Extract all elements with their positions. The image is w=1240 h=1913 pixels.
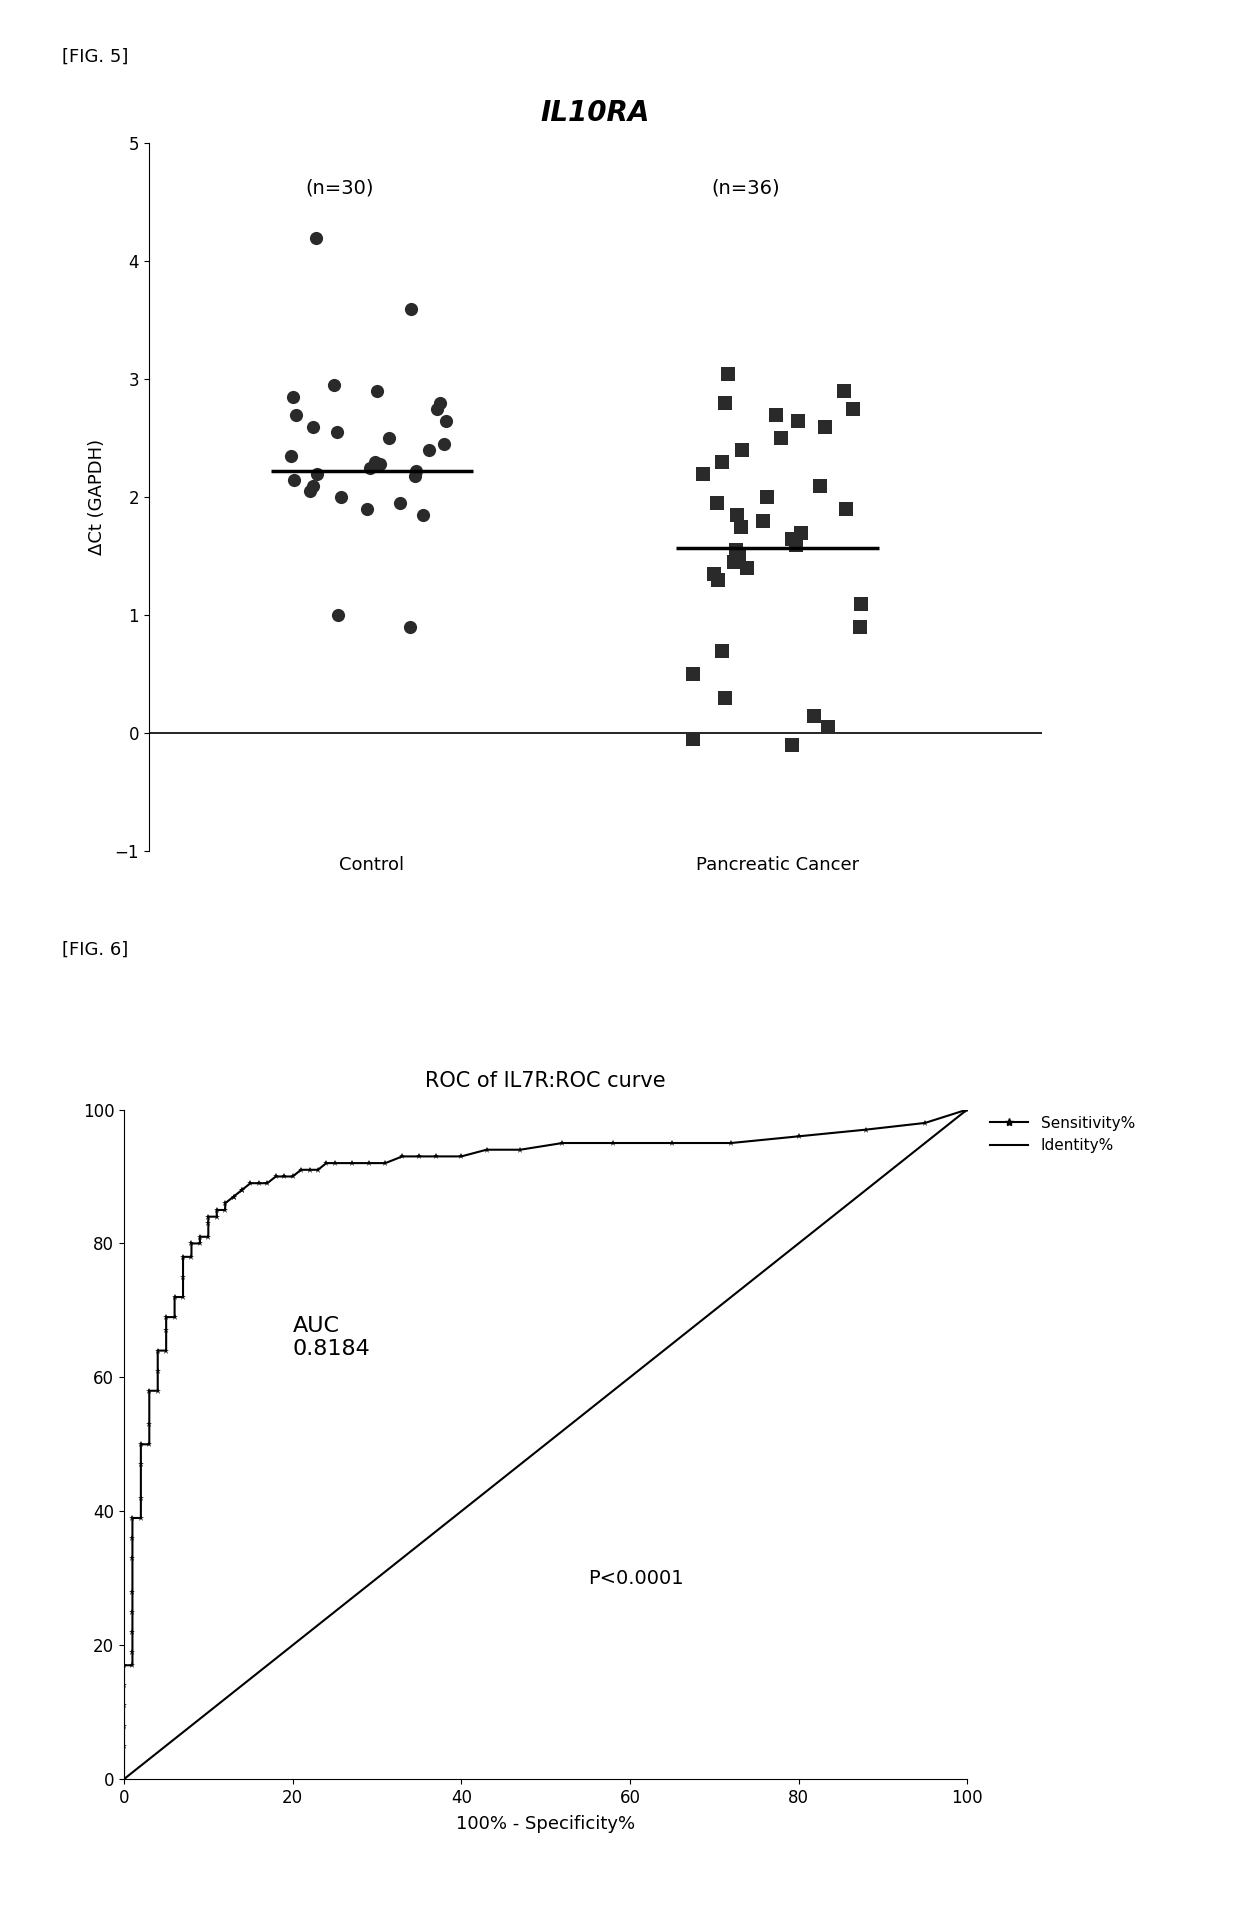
Point xyxy=(303,471,322,501)
Point xyxy=(357,494,377,524)
Point xyxy=(401,612,420,643)
Point xyxy=(331,482,351,513)
Point xyxy=(712,635,732,666)
Point xyxy=(419,434,439,465)
Point xyxy=(835,375,854,407)
Y-axis label: ΔCt (GAPDH): ΔCt (GAPDH) xyxy=(88,440,107,555)
Point xyxy=(732,434,751,465)
Point xyxy=(327,601,347,631)
Point xyxy=(286,400,306,430)
Point xyxy=(816,411,836,442)
Point xyxy=(281,440,301,471)
Point xyxy=(683,658,703,691)
Sensitivity% xyxy=(319,1152,334,1175)
Point xyxy=(360,453,379,484)
Text: AUC
0.8184: AUC 0.8184 xyxy=(293,1316,371,1358)
Sensitivity% xyxy=(345,1152,360,1175)
Point xyxy=(836,494,856,524)
Point xyxy=(427,394,446,425)
Point xyxy=(781,729,801,759)
Point xyxy=(284,465,304,495)
Point xyxy=(405,455,425,486)
Point xyxy=(371,450,391,480)
Point xyxy=(782,524,802,555)
Text: P<0.0001: P<0.0001 xyxy=(588,1569,683,1588)
Point xyxy=(683,723,703,754)
Point xyxy=(379,423,399,453)
Point xyxy=(401,293,420,323)
Text: [FIG. 5]: [FIG. 5] xyxy=(62,48,129,65)
Point xyxy=(732,511,751,541)
Point xyxy=(306,222,326,253)
Point xyxy=(704,559,724,589)
Point xyxy=(715,388,735,419)
Point xyxy=(724,547,744,578)
Legend: Sensitivity%, Identity%: Sensitivity%, Identity% xyxy=(985,1110,1141,1159)
Title: IL10RA: IL10RA xyxy=(541,99,650,128)
Point xyxy=(434,429,454,459)
Point xyxy=(804,700,823,731)
Sensitivity% xyxy=(960,1098,975,1121)
Point xyxy=(758,482,777,513)
Point xyxy=(712,446,732,476)
Point xyxy=(791,518,811,549)
Point xyxy=(851,612,870,643)
Point xyxy=(753,505,773,536)
Point xyxy=(283,383,303,413)
Point xyxy=(707,488,727,518)
Point xyxy=(787,406,807,436)
Point xyxy=(308,459,327,490)
Point xyxy=(729,541,749,572)
Point xyxy=(811,471,831,501)
Point xyxy=(708,564,728,595)
Point xyxy=(430,388,450,419)
Point xyxy=(436,406,456,436)
Sensitivity% xyxy=(117,1768,131,1791)
Sensitivity% xyxy=(513,1138,528,1161)
Point xyxy=(727,536,746,566)
Point xyxy=(843,394,863,425)
Point xyxy=(389,488,409,518)
Point xyxy=(786,530,806,561)
Text: (n=30): (n=30) xyxy=(305,180,373,197)
Title: ROC of IL7R:ROC curve: ROC of IL7R:ROC curve xyxy=(425,1071,666,1090)
Point xyxy=(405,461,425,492)
Point xyxy=(300,476,320,507)
Sensitivity% xyxy=(125,1653,140,1676)
Point xyxy=(718,358,738,388)
Point xyxy=(324,369,343,400)
Point xyxy=(851,589,870,620)
Point xyxy=(818,712,838,742)
Point xyxy=(327,417,347,448)
Line: Sensitivity%: Sensitivity% xyxy=(120,1106,971,1783)
Point xyxy=(737,553,756,583)
Sensitivity% xyxy=(394,1144,409,1167)
Point xyxy=(366,446,386,476)
Text: (n=36): (n=36) xyxy=(711,180,780,197)
Point xyxy=(771,423,791,453)
Point xyxy=(304,411,324,442)
Sensitivity% xyxy=(361,1152,376,1175)
Text: [FIG. 6]: [FIG. 6] xyxy=(62,941,128,958)
X-axis label: 100% - Specificity%: 100% - Specificity% xyxy=(456,1815,635,1833)
Point xyxy=(766,400,786,430)
Point xyxy=(693,459,713,490)
Point xyxy=(715,683,735,714)
Point xyxy=(367,375,387,407)
Point xyxy=(413,499,433,530)
Point xyxy=(728,499,748,530)
